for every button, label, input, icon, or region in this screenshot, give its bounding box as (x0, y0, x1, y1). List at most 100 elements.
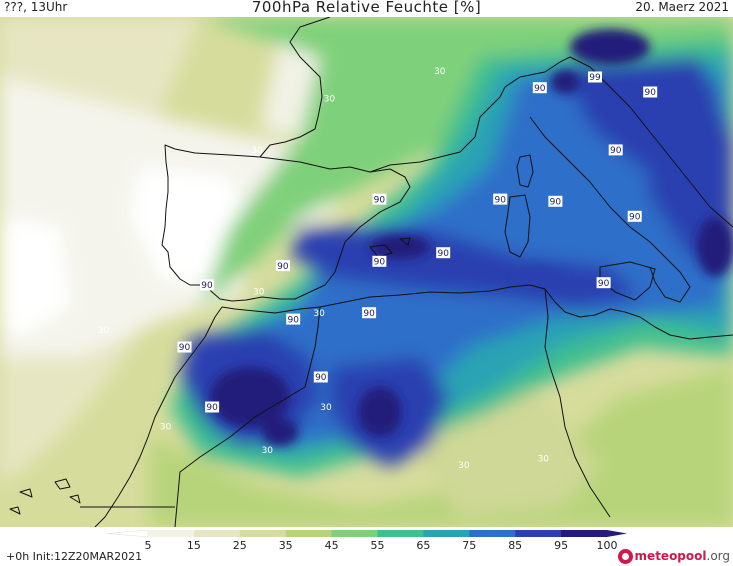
forecast-time: ???, 13Uhr (4, 0, 68, 14)
coast-morocco-atlantic (94, 306, 223, 527)
colorbar-swatch (285, 530, 333, 537)
colorbar-tick-label: 25 (233, 539, 247, 549)
contour-label: 30 (98, 326, 110, 336)
contour-label-box (372, 255, 387, 267)
colorbar-right-arrow (607, 530, 627, 537)
meteopool-logo-icon (617, 548, 633, 564)
contour-label: 30 (434, 67, 446, 77)
coast-sardinia (504, 194, 531, 258)
core-max-1 (570, 29, 650, 65)
colorbar-swatch (423, 530, 470, 537)
coast-france (259, 17, 331, 158)
colorbar-swatch (377, 530, 424, 537)
logo-suffix: .org (706, 549, 731, 563)
contour-label-box (275, 260, 290, 272)
contour-label: 90 (179, 343, 191, 353)
colorbar-tick-label: 75 (462, 539, 476, 549)
contour-label: 90 (550, 198, 562, 208)
contour-label-box (436, 247, 451, 259)
colorbar-swatch (331, 530, 378, 537)
contour-label: 90 (610, 146, 622, 156)
colorbar: 5 15 25 35 45 55 65 75 85 95 100 (107, 529, 627, 549)
border-algeria-libya (549, 366, 611, 518)
core-max-2 (210, 367, 290, 427)
colorbar-swatch (469, 530, 516, 537)
coast-corsica (516, 154, 534, 188)
contour-label: 90 (629, 213, 641, 223)
humidity-map[interactable]: 30 30 90 99 90 30 20 90 90 90 90 90 90 90 90 90 90 30 30 90… (0, 17, 733, 527)
contour-label-box (596, 277, 611, 289)
contour-label: 30 (538, 455, 550, 465)
humidity-field (0, 17, 733, 527)
humidity-max-cores (210, 29, 733, 446)
map-title: 700hPa Relative Feuchte [%] (251, 0, 482, 16)
contour-label: 90 (494, 195, 506, 205)
contour-label: 30 (320, 403, 332, 413)
contour-labels: 30 30 90 99 90 30 20 90 90 90 90 90 90 90 90 90 90 30 30 90… (98, 67, 658, 471)
core-max-7 (515, 267, 565, 287)
border-algeria-tunisia (544, 288, 551, 368)
map-date: 20. Maerz 2021 (635, 0, 729, 14)
colorbar-tick-label: 35 (279, 539, 293, 549)
contour-label-box (588, 71, 602, 83)
init-time: +0h Init:12Z20MAR2021 (6, 550, 143, 563)
contour-label-box (362, 307, 377, 319)
contour-label-box (372, 193, 387, 205)
colorbar-left-arrow (107, 529, 149, 538)
contour-label: 20 (174, 176, 186, 186)
core-max-8 (550, 70, 580, 94)
colorbar-tick-label: 45 (325, 539, 339, 549)
contour-label-box (205, 401, 220, 413)
colorbar-tick-label: 95 (554, 539, 568, 549)
coast-italy-boot (529, 116, 691, 303)
colorbar-tick-label: 15 (187, 539, 201, 549)
colorbar-swatch (515, 530, 562, 537)
core-max-6 (262, 418, 298, 446)
contour-label: 90 (598, 279, 610, 289)
contour-label: 90 (363, 309, 375, 319)
footer: 5 15 25 35 45 55 65 75 85 95 100 +0h Init:12Z20MAR… (0, 527, 733, 566)
logo-main: meteopool (634, 549, 707, 563)
meteopool-logo[interactable]: meteopool.org (617, 547, 731, 565)
colorbar-tick-label: 5 (145, 539, 152, 549)
contour-label-box (643, 86, 658, 98)
contour-label: 30 (313, 309, 325, 319)
contour-label: 90 (374, 258, 386, 268)
field-green-north (200, 17, 733, 307)
colorbar-swatch (148, 530, 195, 537)
contour-label: 30 (253, 288, 265, 298)
contour-label: 90 (374, 195, 386, 205)
colorbar-swatch (239, 530, 287, 537)
contour-label: 90 (315, 373, 327, 383)
coast-balearics (369, 237, 411, 258)
contour-label-box (200, 279, 214, 291)
coast-italy (504, 56, 733, 228)
contour-label: 90 (534, 84, 546, 94)
core-max-5 (358, 387, 402, 437)
coast-africa (221, 284, 733, 340)
contour-label: 30 (458, 461, 470, 471)
core-max-3 (370, 235, 430, 259)
contour-label-box (548, 195, 563, 207)
coast-iberia (161, 144, 411, 302)
contour-label-box (608, 144, 623, 156)
coast-france-south (369, 86, 506, 173)
contour-label-box (177, 341, 192, 353)
contour-label: 30 (251, 146, 263, 156)
header: ???, 13Uhr 700hPa Relative Feuchte [%] 2… (0, 0, 733, 20)
colorbar-tick-label: 85 (508, 539, 522, 549)
contour-label: 30 (262, 446, 274, 456)
contour-label: 90 (277, 262, 289, 272)
contour-label-box (627, 210, 642, 222)
colorbar-ticks: 5 15 25 35 45 55 65 75 85 95 100 (145, 539, 618, 549)
contour-label-box (313, 371, 328, 383)
border-morocco (174, 306, 321, 527)
contour-label: 30 (160, 423, 172, 433)
colorbar-tick-label: 65 (416, 539, 430, 549)
core-max-4 (697, 217, 733, 277)
contour-label-box (493, 193, 508, 205)
contour-label-box (286, 313, 301, 325)
contour-label: 90 (287, 315, 299, 325)
colorbar-swatch (561, 530, 608, 537)
contour-label: 90 (437, 249, 449, 259)
